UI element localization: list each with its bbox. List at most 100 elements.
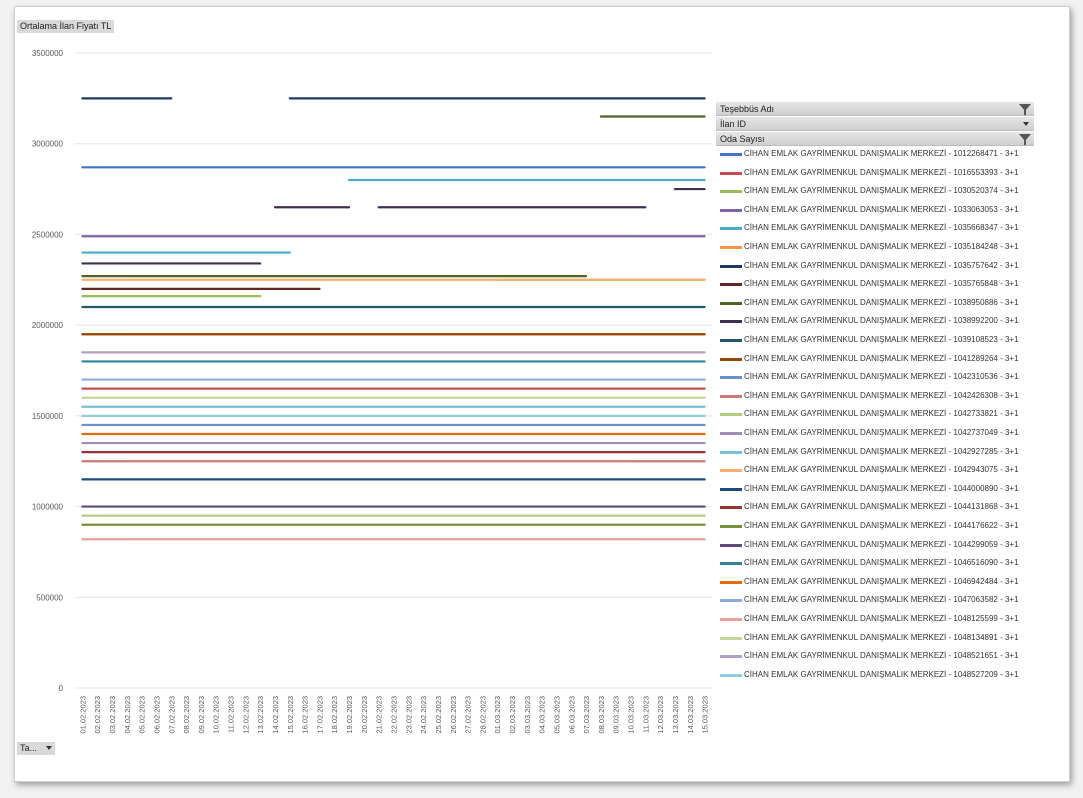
x-tick-label: 05.02.2023 — [138, 696, 147, 734]
legend-item[interactable]: CİHAN EMLAK GAYRİMENKUL DANIŞMALIK MERKE… — [716, 220, 1046, 238]
x-tick-label: 01.03.2023 — [493, 696, 502, 734]
filter-row-0[interactable]: Teşebbüs Adı — [716, 102, 1034, 116]
legend-label: CİHAN EMLAK GAYRİMENKUL DANIŞMALIK MERKE… — [744, 614, 1019, 623]
legend-item[interactable]: CİHAN EMLAK GAYRİMENKUL DANIŞMALIK MERKE… — [716, 351, 1046, 369]
legend-item[interactable]: CİHAN EMLAK GAYRİMENKUL DANIŞMALIK MERKE… — [716, 388, 1046, 406]
y-tick-label: 2500000 — [32, 230, 64, 239]
legend-item[interactable]: CİHAN EMLAK GAYRİMENKUL DANIŞMALIK MERKE… — [716, 276, 1046, 294]
legend-item[interactable]: CİHAN EMLAK GAYRİMENKUL DANIŞMALIK MERKE… — [716, 258, 1046, 276]
legend-item[interactable]: CİHAN EMLAK GAYRİMENKUL DANIŞMALIK MERKE… — [716, 555, 1046, 573]
legend-item[interactable]: CİHAN EMLAK GAYRİMENKUL DANIŞMALIK MERKE… — [716, 462, 1046, 480]
legend-swatch — [720, 506, 742, 510]
legend-swatch — [720, 190, 742, 194]
legend-label: CİHAN EMLAK GAYRİMENKUL DANIŞMALIK MERKE… — [744, 465, 1019, 475]
legend-label: CİHAN EMLAK GAYRİMENKUL DANIŞMALIK MERKE… — [744, 297, 1019, 307]
y-tick-label: 500000 — [36, 593, 63, 602]
legend-item[interactable]: CİHAN EMLAK GAYRİMENKUL DANIŞMALIK MERKE… — [716, 369, 1046, 387]
x-tick-label: 19.02.2023 — [345, 696, 354, 734]
y-tick-label: 2000000 — [32, 321, 64, 330]
legend-swatch — [720, 283, 742, 287]
legend-item[interactable]: CİHAN EMLAK GAYRİMENKUL DANIŞMALIK MERKE… — [716, 332, 1046, 350]
legend-item[interactable]: CİHAN EMLAK GAYRİMENKUL DANIŞMALIK MERKE… — [716, 406, 1046, 424]
legend-label: CİHAN EMLAK GAYRİMENKUL DANIŞMALIK MERKE… — [744, 502, 1019, 512]
legend-item[interactable]: CİHAN EMLAK GAYRİMENKUL DANIŞMALIK MERKE… — [716, 239, 1046, 257]
x-tick-label: 04.02.2023 — [123, 696, 132, 734]
x-tick-label: 07.02.2023 — [167, 696, 176, 734]
y-tick-label: 1000000 — [32, 503, 64, 512]
legend-item[interactable]: CİHAN EMLAK GAYRİMENKUL DANIŞMALIK MERKE… — [716, 444, 1046, 462]
legend-item[interactable]: CİHAN EMLAK GAYRİMENKUL DANIŞMALIK MERKE… — [716, 499, 1046, 517]
x-tick-label: 14.02.2023 — [271, 696, 280, 734]
legend-label: CİHAN EMLAK GAYRİMENKUL DANIŞMALIK MERKE… — [744, 446, 1019, 456]
legend-item[interactable]: CİHAN EMLAK GAYRİMENKUL DANIŞMALIK MERKE… — [716, 202, 1046, 220]
x-tick-label: 27.02.2023 — [464, 696, 473, 734]
legend-swatch — [720, 599, 742, 603]
legend-label: CİHAN EMLAK GAYRİMENKUL DANIŞMALIK MERKE… — [744, 539, 1019, 549]
legend-swatch — [720, 525, 742, 528]
x-tick-label: 11.03.2023 — [641, 696, 650, 733]
legend-item[interactable]: CİHAN EMLAK GAYRİMENKUL DANIŞMALIK MERKE… — [716, 518, 1046, 536]
legend-item[interactable]: CİHAN EMLAK GAYRİMENKUL DANIŞMALIK MERKE… — [716, 146, 1046, 164]
legend-item[interactable]: CİHAN EMLAK GAYRİMENKUL DANIŞMALIK MERKE… — [716, 667, 1046, 685]
legend-swatch — [720, 487, 742, 491]
measure-field-button[interactable]: Ortalama İlan Fiyatı TL — [17, 20, 115, 33]
x-tick-label: 13.03.2023 — [671, 696, 680, 734]
axis-field-button[interactable]: Ta... — [17, 742, 55, 755]
x-tick-label: 15.02.2023 — [286, 696, 295, 734]
legend-swatch — [720, 394, 742, 398]
legend-item[interactable]: CİHAN EMLAK GAYRİMENKUL DANIŞMALIK MERKE… — [716, 481, 1046, 499]
x-tick-label: 12.03.2023 — [656, 696, 665, 734]
x-tick-label: 12.02.2023 — [241, 696, 250, 734]
legend-item[interactable]: CİHAN EMLAK GAYRİMENKUL DANIŞMALIK MERKE… — [716, 295, 1046, 313]
legend-item[interactable]: CİHAN EMLAK GAYRİMENKUL DANIŞMALIK MERKE… — [716, 183, 1046, 201]
legend-label: CİHAN EMLAK GAYRİMENKUL DANIŞMALIK MERKE… — [744, 558, 1019, 568]
x-tick-label: 15.03.2023 — [701, 696, 710, 734]
x-tick-label: 01.02.2023 — [78, 696, 87, 734]
legend-item[interactable]: CİHAN EMLAK GAYRİMENKUL DANIŞMALIK MERKE… — [716, 165, 1046, 183]
legend-label: CİHAN EMLAK GAYRİMENKUL DANIŞMALIK MERKE… — [744, 595, 1019, 605]
legend-swatch — [720, 376, 742, 380]
legend-item[interactable]: CİHAN EMLAK GAYRİMENKUL DANIŞMALIK MERKE… — [716, 574, 1046, 592]
filter-label: Oda Sayısı — [720, 134, 765, 144]
legend-item[interactable]: CİHAN EMLAK GAYRİMENKUL DANIŞMALIK MERKE… — [716, 592, 1046, 610]
legend-label: CİHAN EMLAK GAYRİMENKUL DANIŞMALIK MERKE… — [744, 353, 1019, 363]
legend-swatch — [720, 432, 742, 435]
filter-funnel-icon[interactable] — [1019, 104, 1031, 115]
legend-label: CİHAN EMLAK GAYRİMENKUL DANIŞMALIK MERKE… — [744, 223, 1019, 233]
dropdown-arrow-icon[interactable] — [1023, 122, 1029, 126]
filter-funnel-icon[interactable] — [1019, 134, 1031, 145]
x-tick-label: 08.03.2023 — [597, 696, 606, 734]
legend-item[interactable]: CİHAN EMLAK GAYRİMENKUL DANIŞMALIK MERKE… — [716, 313, 1046, 331]
legend-label: CİHAN EMLAK GAYRİMENKUL DANIŞMALIK MERKE… — [744, 279, 1019, 289]
x-tick-label: 06.02.2023 — [152, 696, 161, 734]
legend-label: CİHAN EMLAK GAYRİMENKUL DANIŞMALIK MERKE… — [744, 669, 1019, 679]
legend-label: CİHAN EMLAK GAYRİMENKUL DANIŞMALIK MERKE… — [744, 149, 1019, 158]
legend-item[interactable]: CİHAN EMLAK GAYRİMENKUL DANIŞMALIK MERKE… — [716, 630, 1046, 648]
x-tick-label: 25.02.2023 — [434, 696, 443, 734]
x-tick-label: 05.03.2023 — [552, 696, 561, 734]
legend-label: CİHAN EMLAK GAYRİMENKUL DANIŞMALIK MERKE… — [744, 260, 1019, 270]
legend-label: CİHAN EMLAK GAYRİMENKUL DANIŞMALIK MERKE… — [744, 576, 1019, 586]
legend-label: CİHAN EMLAK GAYRİMENKUL DANIŞMALIK MERKE… — [744, 651, 1019, 661]
y-tick-label: 3500000 — [32, 49, 64, 58]
legend-item[interactable]: CİHAN EMLAK GAYRİMENKUL DANIŞMALIK MERKE… — [716, 537, 1046, 555]
legend-item[interactable]: CİHAN EMLAK GAYRİMENKUL DANIŞMALIK MERKE… — [716, 425, 1046, 443]
legend-label: CİHAN EMLAK GAYRİMENKUL DANIŞMALIK MERKE… — [744, 372, 1019, 382]
filter-row-2[interactable]: Oda Sayısı — [716, 132, 1034, 146]
legend-label: CİHAN EMLAK GAYRİMENKUL DANIŞMALIK MERKE… — [744, 390, 1019, 400]
legend-label: CİHAN EMLAK GAYRİMENKUL DANIŞMALIK MERKE… — [744, 632, 1019, 642]
legend-swatch — [720, 320, 742, 324]
x-tick-label: 22.02.2023 — [390, 696, 399, 734]
legend-item[interactable]: CİHAN EMLAK GAYRİMENKUL DANIŞMALIK MERKE… — [716, 648, 1046, 666]
x-tick-label: 06.03.2023 — [567, 696, 576, 734]
y-tick-label: 0 — [59, 684, 64, 693]
filter-row-1[interactable]: İlan ID — [716, 117, 1034, 131]
legend-item[interactable]: CİHAN EMLAK GAYRİMENKUL DANIŞMALIK MERKE… — [716, 611, 1046, 629]
legend-swatch — [720, 580, 742, 584]
x-tick-label: 14.03.2023 — [686, 696, 695, 734]
legend-swatch — [720, 264, 742, 268]
legend-label: CİHAN EMLAK GAYRİMENKUL DANIŞMALIK MERKE… — [744, 316, 1019, 326]
filter-label: Teşebbüs Adı — [720, 104, 775, 114]
filter-label: İlan ID — [720, 119, 747, 129]
legend-label: CİHAN EMLAK GAYRİMENKUL DANIŞMALIK MERKE… — [744, 204, 1019, 214]
